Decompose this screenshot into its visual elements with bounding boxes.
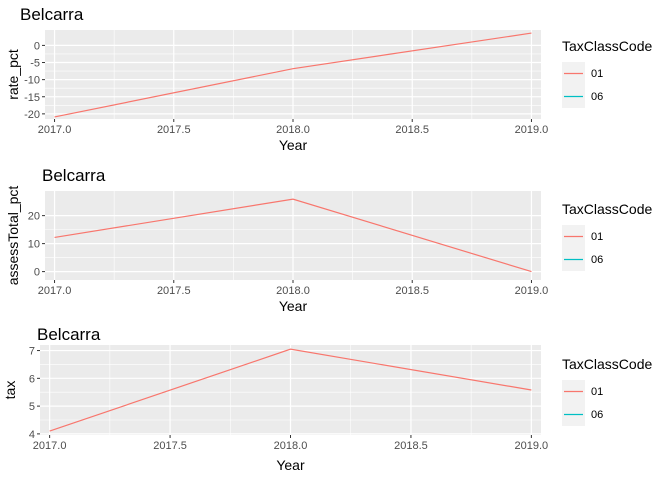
x-tick-label: 2018.5: [394, 440, 428, 452]
legend-label: 06: [591, 409, 603, 421]
chart-title: Belcarra: [20, 5, 84, 24]
x-tick-label: 2019.0: [515, 285, 549, 297]
y-tick-label: 0: [34, 40, 40, 52]
y-tick-label: 10: [28, 239, 40, 251]
y-tick-label: 7: [29, 346, 35, 358]
series-line-01: [54, 198, 532, 273]
y-tick-label: -15: [24, 92, 40, 104]
y-tick-label: 4: [29, 429, 35, 441]
series-line-01: [49, 348, 532, 432]
y-tick-label: 20: [28, 211, 40, 223]
x-tick-label: 2017.5: [153, 440, 187, 452]
x-tick-label: 2017.0: [33, 440, 67, 452]
x-tick-label: 2018.5: [395, 285, 429, 297]
x-tick-label: 2018.0: [274, 440, 308, 452]
chart-title: Belcarra: [37, 325, 101, 344]
y-axis-label: rate_pct: [5, 49, 21, 100]
legend-label: 06: [591, 91, 603, 103]
legend-label: 01: [591, 386, 603, 398]
x-tick-label: 2018.0: [276, 285, 310, 297]
x-axis-label: Year: [276, 457, 305, 473]
x-tick-label: 2018.5: [395, 124, 429, 136]
y-tick-label: 0: [34, 267, 40, 279]
y-tick-label: -20: [24, 109, 40, 121]
y-tick-label: 5: [29, 401, 35, 413]
legend-label: 01: [591, 231, 603, 243]
series-line-01: [54, 32, 532, 118]
y-tick-label: -10: [24, 75, 40, 87]
x-tick-label: 2019.0: [515, 440, 549, 452]
legend-title: TaxClassCode: [562, 38, 652, 54]
y-tick-label: -5: [30, 58, 40, 70]
x-tick-label: 2017.5: [157, 124, 191, 136]
y-axis-label: tax: [2, 381, 18, 400]
legend-label: 06: [591, 254, 603, 266]
chart-title: Belcarra: [42, 166, 106, 185]
x-axis-label: Year: [279, 298, 308, 314]
x-tick-label: 2017.5: [157, 285, 191, 297]
x-axis-label: Year: [279, 137, 308, 153]
y-tick-label: 6: [29, 373, 35, 385]
y-axis-label: assessTotal_pct: [5, 186, 21, 286]
legend-label: 01: [591, 68, 603, 80]
x-tick-label: 2017.0: [38, 124, 72, 136]
x-tick-label: 2019.0: [515, 124, 549, 136]
legend-title: TaxClassCode: [562, 356, 652, 372]
x-tick-label: 2017.0: [38, 285, 72, 297]
x-tick-label: 2018.0: [276, 124, 310, 136]
legend-title: TaxClassCode: [562, 201, 652, 217]
